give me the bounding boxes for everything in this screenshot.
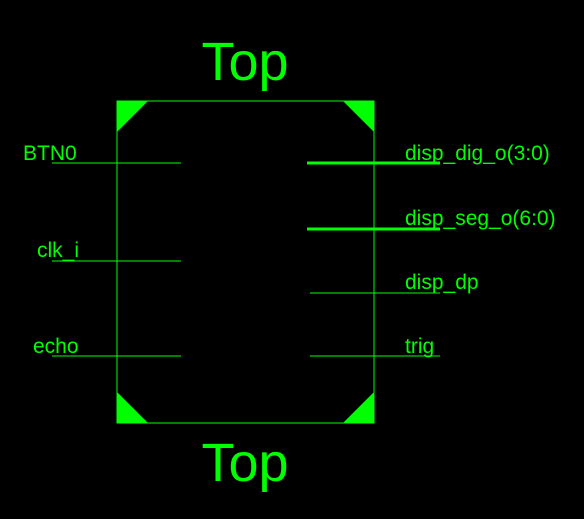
- block-outline[interactable]: [116, 100, 375, 424]
- output-port-disp-seg-o-label: disp_seg_o(6:0): [405, 207, 556, 230]
- input-port-clk-i-label: clk_i: [37, 239, 79, 262]
- output-port-disp-dp-label: disp_dp: [405, 271, 479, 294]
- corner-marker-bottom-left: [117, 392, 148, 423]
- corner-marker-top-right: [343, 101, 374, 132]
- input-port-btn0-label: BTN0: [23, 142, 77, 165]
- input-port-clk-i[interactable]: clk_i: [37, 239, 181, 262]
- input-port-echo-label: echo: [33, 335, 79, 358]
- block-title-bottom: Top: [201, 433, 288, 493]
- input-port-btn0[interactable]: BTN0: [23, 142, 181, 165]
- output-port-disp-seg-o[interactable]: disp_seg_o(6:0): [307, 207, 556, 231]
- corner-marker-top-left: [117, 101, 148, 132]
- output-port-trig[interactable]: trig: [310, 335, 440, 358]
- corner-marker-bottom-right: [343, 392, 374, 423]
- output-port-disp-dig-o-label: disp_dig_o(3:0): [405, 142, 550, 165]
- input-port-echo[interactable]: echo: [33, 335, 181, 358]
- block-title-top: Top: [201, 32, 288, 92]
- output-port-disp-dp[interactable]: disp_dp: [310, 271, 479, 294]
- output-port-trig-label: trig: [405, 335, 434, 358]
- output-port-disp-dig-o[interactable]: disp_dig_o(3:0): [307, 142, 550, 165]
